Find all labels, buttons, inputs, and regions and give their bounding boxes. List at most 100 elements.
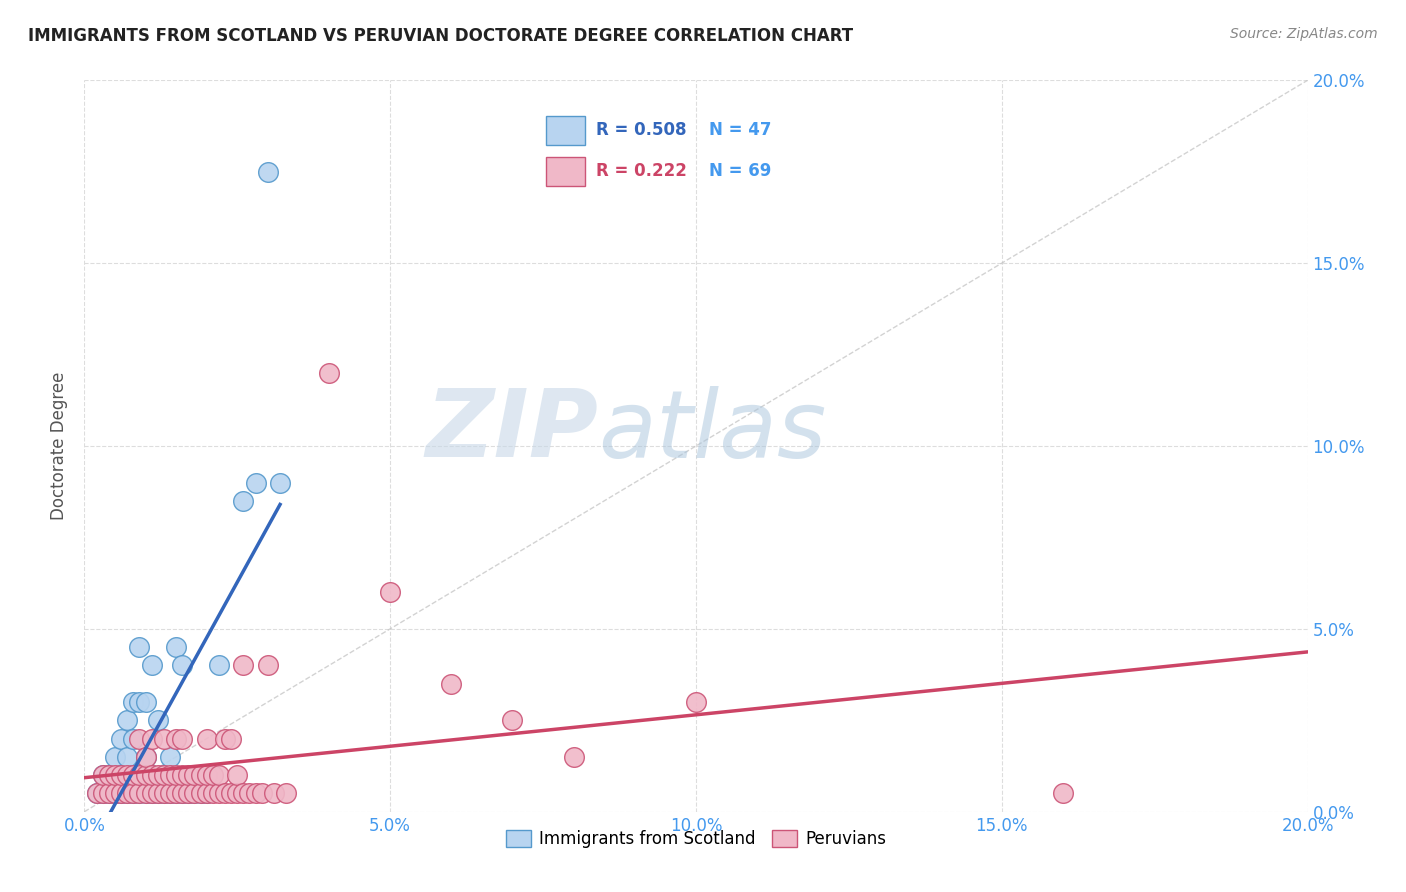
Point — [380, 585, 402, 599]
Point — [165, 640, 187, 655]
Point — [146, 787, 169, 801]
Point — [135, 768, 157, 782]
Point — [104, 749, 127, 764]
Point — [172, 731, 194, 746]
Point — [177, 787, 200, 801]
Point — [135, 749, 157, 764]
Point — [128, 768, 150, 782]
Point — [208, 658, 231, 673]
Y-axis label: Doctorate Degree: Doctorate Degree — [51, 372, 69, 520]
Point — [141, 731, 163, 746]
Point — [159, 749, 181, 764]
Text: R = 0.222: R = 0.222 — [596, 162, 688, 180]
Point — [263, 787, 285, 801]
Point — [208, 768, 231, 782]
Point — [135, 768, 157, 782]
Point — [190, 787, 212, 801]
Point — [122, 768, 145, 782]
Point — [91, 787, 114, 801]
Point — [195, 787, 218, 801]
Text: ZIP: ZIP — [425, 385, 598, 477]
Point — [146, 768, 169, 782]
Point — [165, 787, 187, 801]
Text: Source: ZipAtlas.com: Source: ZipAtlas.com — [1230, 27, 1378, 41]
Point — [190, 787, 212, 801]
Legend: Immigrants from Scotland, Peruvians: Immigrants from Scotland, Peruvians — [499, 823, 893, 855]
Point — [245, 475, 267, 490]
Point — [219, 731, 242, 746]
Point — [128, 640, 150, 655]
Point — [141, 768, 163, 782]
Point — [195, 731, 218, 746]
Text: N = 69: N = 69 — [709, 162, 770, 180]
Point — [172, 658, 194, 673]
Point — [146, 714, 169, 728]
Point — [172, 787, 194, 801]
Bar — [546, 116, 585, 145]
Point — [91, 768, 114, 782]
Point — [195, 768, 218, 782]
Point — [115, 787, 138, 801]
Point — [183, 787, 205, 801]
Point — [183, 787, 205, 801]
Point — [97, 768, 120, 782]
Point — [110, 787, 132, 801]
Point — [219, 787, 242, 801]
Point — [97, 787, 120, 801]
Point — [110, 787, 132, 801]
Point — [141, 787, 163, 801]
Point — [502, 714, 524, 728]
Point — [135, 787, 157, 801]
Point — [104, 787, 127, 801]
Point — [250, 787, 273, 801]
Text: IMMIGRANTS FROM SCOTLAND VS PERUVIAN DOCTORATE DEGREE CORRELATION CHART: IMMIGRANTS FROM SCOTLAND VS PERUVIAN DOC… — [28, 27, 853, 45]
Point — [135, 749, 157, 764]
Point — [115, 787, 138, 801]
Point — [97, 768, 120, 782]
Point — [110, 768, 132, 782]
Point — [153, 787, 176, 801]
Point — [232, 494, 254, 508]
Point — [146, 787, 169, 801]
Point — [153, 731, 176, 746]
Point — [1052, 787, 1074, 801]
Point — [104, 768, 127, 782]
Point — [153, 768, 176, 782]
Point — [91, 768, 114, 782]
Point — [440, 676, 463, 690]
Point — [195, 787, 218, 801]
Point — [562, 749, 585, 764]
Point — [122, 787, 145, 801]
Point — [128, 787, 150, 801]
Text: N = 47: N = 47 — [709, 121, 770, 139]
Point — [122, 731, 145, 746]
Point — [159, 787, 181, 801]
Point — [141, 768, 163, 782]
Text: R = 0.508: R = 0.508 — [596, 121, 686, 139]
Point — [128, 787, 150, 801]
Point — [208, 787, 231, 801]
Point — [122, 768, 145, 782]
Bar — [546, 157, 585, 186]
Point — [135, 787, 157, 801]
Point — [104, 787, 127, 801]
Point — [128, 731, 150, 746]
Point — [135, 695, 157, 709]
Point — [141, 658, 163, 673]
Point — [201, 768, 224, 782]
Point — [172, 768, 194, 782]
Point — [110, 731, 132, 746]
Point — [104, 768, 127, 782]
Point — [153, 768, 176, 782]
Point — [318, 366, 340, 380]
Point — [245, 787, 267, 801]
Point — [110, 768, 132, 782]
Point — [172, 787, 194, 801]
Point — [165, 768, 187, 782]
Point — [269, 475, 291, 490]
Point — [257, 164, 280, 178]
Point — [232, 787, 254, 801]
Point — [226, 768, 249, 782]
Point — [115, 768, 138, 782]
Point — [238, 787, 260, 801]
